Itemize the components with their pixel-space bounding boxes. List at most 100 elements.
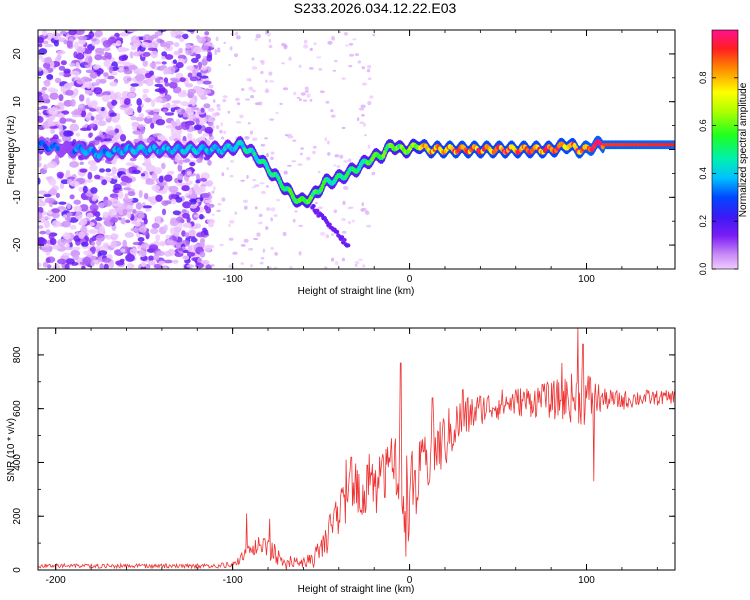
spectrogram-noise-blob: [341, 126, 346, 130]
spectrogram-noise-blob: [303, 39, 308, 44]
colorbar-tick-label: 0.2: [698, 215, 708, 228]
spectrogram-noise-blob: [56, 50, 66, 55]
colorbar-tick-label: 0.0: [698, 263, 708, 276]
spectrogram-noise-blob: [250, 264, 253, 268]
spectrogram-noise-blob: [201, 58, 208, 66]
spectrogram-noise-blob: [228, 223, 231, 228]
spectrogram-noise-blob: [265, 185, 269, 188]
spectrogram-noise-blob: [62, 134, 72, 143]
spectrogram-noise-blob: [318, 206, 323, 210]
spectrogram-noise-blob: [49, 88, 59, 94]
spectrogram-noise-blob: [298, 64, 302, 69]
spectrogram-noise-blob: [264, 137, 269, 140]
spectrogram-noise-blob: [331, 233, 334, 236]
spectrogram-noise-blob: [91, 100, 98, 107]
spectrogram-noise-blob: [38, 106, 44, 111]
spectrogram-noise-blob: [330, 257, 335, 262]
chart-title: S233.2026.034.12.22.E03: [293, 0, 457, 16]
spectrogram-noise-blob: [294, 210, 298, 213]
spectrogram-noise-blob: [147, 47, 158, 51]
spectrogram-noise-blob: [228, 237, 234, 241]
spectrogram-noise-blob: [167, 170, 175, 175]
spectrogram-noise-blob: [171, 132, 177, 138]
spectrogram-noise-blob: [138, 249, 147, 258]
snr-y-ticks: 0 200 400 600 800: [12, 327, 675, 573]
spectrogram-noise-blob: [105, 172, 116, 177]
spectrogram-noise-blob: [110, 240, 117, 249]
spectrogram-noise-blob: [219, 243, 224, 247]
spectrogram-noise-blob: [110, 233, 118, 241]
spectrogram-noise-blob: [178, 160, 184, 165]
spectrogram-noise-blob: [172, 259, 179, 264]
spectrogram-noise-blob: [42, 40, 49, 45]
spectrogram-noise-blob: [145, 78, 154, 87]
spectrogram-noise-blob: [219, 129, 223, 134]
spectrogram-noise-blob: [265, 88, 269, 92]
spectrogram-noise-blob: [255, 34, 261, 39]
spectrogram-noise-blob: [292, 218, 296, 223]
spectrogram-noise-blob: [336, 165, 341, 168]
spectrogram-noise-blob: [162, 104, 171, 108]
spectrogram-noise-blob: [38, 43, 43, 48]
spectrogram-noise-blob: [152, 108, 161, 113]
spectrogram-noise-blob: [354, 53, 359, 57]
spectrogram-noise-blob: [45, 229, 51, 236]
spectrogram-noise-blob: [44, 197, 55, 204]
spectrogram-noise-blob: [210, 264, 215, 267]
spectrogram-noise-blob: [38, 211, 43, 220]
spectrogram-noise-blob: [351, 219, 356, 223]
spectrogram-noise-blob: [357, 60, 362, 64]
spectrogram-noise-blob: [163, 77, 169, 84]
spectrogram-noise-blob: [172, 59, 177, 64]
spectrogram-noise-blob: [200, 260, 210, 264]
spectrogram-noise-blob: [226, 167, 229, 171]
spectrogram-noise-blob: [239, 114, 244, 119]
spectrogram-noise-blob: [109, 81, 118, 87]
spectrogram-noise-blob: [164, 200, 172, 205]
spectrogram-noise-blob: [360, 104, 366, 109]
spectrogram-noise-blob: [63, 39, 68, 45]
spectrogram-noise-blob: [102, 141, 109, 146]
spectrogram-noise-blob: [161, 162, 166, 170]
spectrogram-noise-blob: [196, 158, 203, 164]
spectrogram-noise-blob: [69, 70, 80, 76]
spectrogram-noise-blob: [169, 219, 179, 227]
spectrogram-noise-blob: [138, 190, 143, 198]
spectrogram-noise-blob: [345, 44, 349, 47]
spectrogram-noise-blob: [257, 222, 261, 225]
spectrogram-noise-blob: [204, 199, 213, 204]
spectrogram-noise-blob: [140, 41, 150, 48]
spectrogram-noise-blob: [243, 238, 249, 243]
spectrogram-noise-blob: [157, 134, 166, 140]
spectrogram-noise-blob: [367, 77, 372, 81]
spectrogram-noise-blob: [88, 229, 98, 235]
spectrogram-noise-blob: [240, 262, 245, 265]
spectrogram-ridge: [38, 135, 675, 209]
spectrogram-noise-blob: [71, 110, 82, 116]
spectrogram-noise-blob: [79, 218, 88, 226]
spectrogram-noise-blob: [178, 247, 184, 252]
spectrogram-noise-blob: [211, 44, 215, 48]
spectrogram-noise-blob: [236, 121, 242, 124]
spectrogram-noise-blob: [175, 62, 184, 69]
spectrogram-noise-blob: [164, 82, 170, 87]
spectrogram-noise-blob: [46, 74, 54, 80]
spectrogram-noise-blob: [63, 68, 71, 74]
spectrogram-noise-blob: [165, 234, 171, 239]
spectrogram-noise-blob: [72, 255, 79, 260]
spectrogram-noise-blob: [170, 33, 177, 38]
spectrogram-noise-blob: [93, 64, 100, 70]
spectrogram-noise-blob: [296, 96, 301, 99]
colorbar-tick-label: 0.8: [698, 72, 708, 85]
spectrogram-noise-blob: [300, 147, 304, 150]
spectrogram-noise-blob: [78, 104, 84, 109]
spectrogram-noise-blob: [214, 49, 217, 53]
spectrogram-noise-blob: [69, 225, 77, 230]
spectrogram-noise-blob: [187, 112, 193, 116]
spectrogram-noise-blob: [361, 66, 365, 70]
spectrogram-x-tick-label: -200: [46, 274, 66, 285]
spectrogram-noise-blob: [197, 36, 206, 44]
spectrogram-noise-blob: [126, 210, 132, 219]
spectrogram-noise-blob: [38, 67, 43, 72]
spectrogram-noise-blob: [235, 31, 239, 36]
